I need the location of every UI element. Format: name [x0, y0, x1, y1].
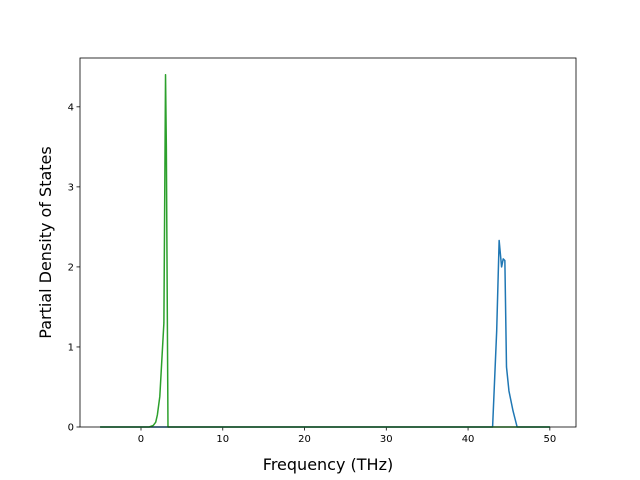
data-line: [100, 74, 550, 428]
y-tick-label: 1: [68, 342, 74, 353]
x-tick-label: 50: [543, 434, 556, 445]
x-tick-label: 0: [138, 434, 144, 445]
x-tick-label: 10: [216, 434, 229, 445]
y-tick-label: 0: [68, 423, 74, 434]
x-tick-label: 40: [462, 434, 475, 445]
data-line: [100, 239, 550, 428]
y-axis-label: Partial Density of States: [36, 146, 55, 338]
y-tick-label: 2: [68, 262, 74, 273]
x-tick-label: 30: [380, 434, 393, 445]
plot-frame: [79, 57, 577, 428]
x-tick-label: 20: [298, 434, 311, 445]
y-tick-label: 4: [68, 102, 74, 113]
y-tick-label: 3: [68, 182, 74, 193]
x-axis-label: Frequency (THz): [263, 455, 393, 474]
